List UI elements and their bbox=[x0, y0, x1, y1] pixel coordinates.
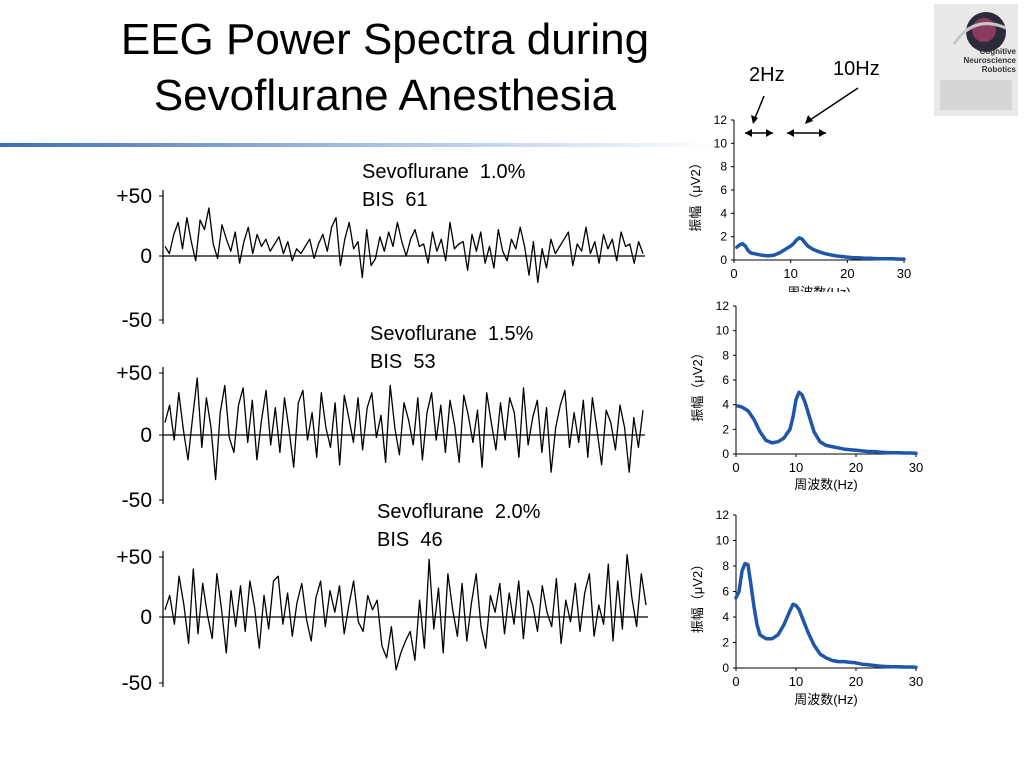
eeg-tick-label: 0 bbox=[140, 245, 152, 268]
condition-label-1: Sevoflurane 1.0% BIS 61 bbox=[362, 158, 525, 214]
spectrum-y-tick-label: 10 bbox=[716, 534, 730, 548]
eeg-tick-label: +50 bbox=[116, 546, 152, 569]
logo-text-2: Neuroscience bbox=[964, 56, 1017, 65]
spectrum-y-tick-label: 6 bbox=[722, 585, 729, 599]
spectrum-y-tick-label: 0 bbox=[722, 661, 729, 675]
eeg-tick-label: +50 bbox=[116, 362, 152, 385]
drug-name: Sevoflurane bbox=[370, 323, 477, 345]
spectrum-y-tick-label: 8 bbox=[720, 160, 727, 174]
bis-value: 53 bbox=[413, 351, 436, 373]
spectrum-y-tick-label: 0 bbox=[720, 253, 727, 267]
spectrum-x-tick-label: 20 bbox=[849, 674, 863, 689]
spectrum-y-tick-label: 2 bbox=[720, 230, 727, 244]
spectrum-x-tick-label: 20 bbox=[849, 460, 863, 475]
concentration: 1.5% bbox=[487, 323, 534, 345]
spectrum-y-tick-label: 10 bbox=[714, 136, 728, 150]
eeg-tick-label: -50 bbox=[122, 672, 152, 695]
slide-title: EEG Power Spectra during Sevoflurane Anes… bbox=[40, 12, 730, 124]
spectrum-y-tick-label: 10 bbox=[716, 324, 730, 338]
spectrum-x-axis-label: 周波数(Hz) bbox=[794, 692, 858, 707]
band-10hz-pointer bbox=[809, 87, 859, 121]
spectrum-line bbox=[734, 561, 918, 669]
spectrum-x-axis-label: 周波数(Hz) bbox=[787, 285, 851, 300]
spectrum-x-tick-label: 0 bbox=[732, 460, 739, 475]
spectrum-y-tick-label: 2 bbox=[722, 636, 729, 650]
band-2hz-label: 2Hz bbox=[749, 64, 785, 86]
eeg-tick-label: -50 bbox=[122, 309, 152, 332]
spectrum-chart: 0 2 4 6 8 10 12 0 10 20 30 周波数(Hz) 振幅（μV2） bbox=[690, 299, 923, 492]
bis-value: 46 bbox=[420, 529, 443, 551]
condition-label-3: Sevoflurane 2.0% BIS 46 bbox=[377, 498, 540, 554]
spectrum-x-tick-label: 10 bbox=[789, 460, 803, 475]
spectrum-x-tick-label: 0 bbox=[730, 266, 737, 281]
spectrum-x-tick-label: 30 bbox=[897, 266, 911, 281]
lab-logo: Cognitive Neuroscience Robotics bbox=[934, 4, 1018, 116]
title-line-1: EEG Power Spectra during bbox=[120, 15, 650, 64]
eeg-trace-line bbox=[164, 377, 644, 481]
concentration: 1.0% bbox=[479, 161, 526, 183]
band-10hz-pointer-head bbox=[805, 115, 813, 124]
spectrum-x-tick-label: 10 bbox=[783, 266, 797, 281]
logo-text-3: Robotics bbox=[982, 65, 1017, 74]
spectrum-x-axis-label: 周波数(Hz) bbox=[794, 477, 858, 492]
condition-label-2: Sevoflurane 1.5% BIS 53 bbox=[370, 320, 533, 376]
spectrum-y-tick-label: 4 bbox=[720, 206, 727, 220]
title-line-2: Sevoflurane Anesthesia bbox=[153, 71, 617, 120]
spectrum-y-tick-label: 4 bbox=[722, 398, 729, 412]
band-2hz-arrowheads bbox=[745, 129, 773, 137]
spectrum-y-tick-label: 6 bbox=[722, 373, 729, 387]
spectrum-chart: 0 2 4 6 8 10 12 0 10 20 30 周波数(Hz) 振幅（μV2） bbox=[688, 113, 911, 300]
logo-text-1: Cognitive bbox=[980, 47, 1017, 56]
eeg-tick-label: +50 bbox=[116, 185, 152, 208]
spectrum-line bbox=[735, 236, 906, 261]
spectrum-y-tick-label: 8 bbox=[722, 348, 729, 362]
bis-label: BIS bbox=[362, 189, 395, 211]
spectrum-line bbox=[736, 390, 918, 456]
spectrum-y-tick-label: 0 bbox=[722, 447, 729, 461]
spectrum-y-tick-label: 2 bbox=[722, 422, 729, 436]
drug-name: Sevoflurane bbox=[377, 501, 484, 523]
drug-name: Sevoflurane bbox=[362, 161, 469, 183]
eeg-tick-label: 0 bbox=[140, 606, 152, 629]
bis-label: BIS bbox=[370, 351, 403, 373]
spectrum-y-axis-label: 振幅（μV2） bbox=[688, 156, 703, 231]
eeg-trace-line bbox=[164, 553, 647, 671]
spectrum-y-tick-label: 6 bbox=[720, 183, 727, 197]
spectrum-chart: 0 2 4 6 8 10 12 0 10 20 30 周波数(Hz) 振幅（μV2） bbox=[690, 508, 923, 707]
spectrum-y-tick-label: 4 bbox=[722, 610, 729, 624]
eeg-trace-line bbox=[164, 207, 644, 284]
spectrum-x-tick-label: 30 bbox=[909, 460, 923, 475]
band-2hz-pointer-head bbox=[751, 115, 758, 124]
band-2hz-pointer bbox=[754, 95, 765, 119]
spectrum-x-tick-label: 0 bbox=[732, 674, 739, 689]
bis-value: 61 bbox=[405, 189, 428, 211]
spectrum-y-tick-label: 8 bbox=[722, 559, 729, 573]
spectrum-y-tick-label: 12 bbox=[714, 113, 728, 127]
band-10hz-label: 10Hz bbox=[833, 58, 880, 80]
spectrum-y-axis-label: 振幅（μV2） bbox=[690, 346, 705, 421]
eeg-tick-label: -50 bbox=[122, 489, 152, 512]
spectrum-y-tick-label: 12 bbox=[716, 508, 730, 522]
spectrum-x-tick-label: 20 bbox=[840, 266, 854, 281]
concentration: 2.0% bbox=[494, 501, 541, 523]
bis-label: BIS bbox=[377, 529, 410, 551]
spectrum-y-axis-label: 振幅（μV2） bbox=[690, 558, 705, 633]
eeg-tick-label: 0 bbox=[140, 424, 152, 447]
title-divider bbox=[0, 143, 720, 147]
spectrum-x-tick-label: 10 bbox=[789, 674, 803, 689]
spectrum-y-tick-label: 12 bbox=[716, 299, 730, 313]
brain-logo-icon: Cognitive Neuroscience Robotics bbox=[940, 12, 1017, 110]
spectrum-x-tick-label: 30 bbox=[909, 674, 923, 689]
